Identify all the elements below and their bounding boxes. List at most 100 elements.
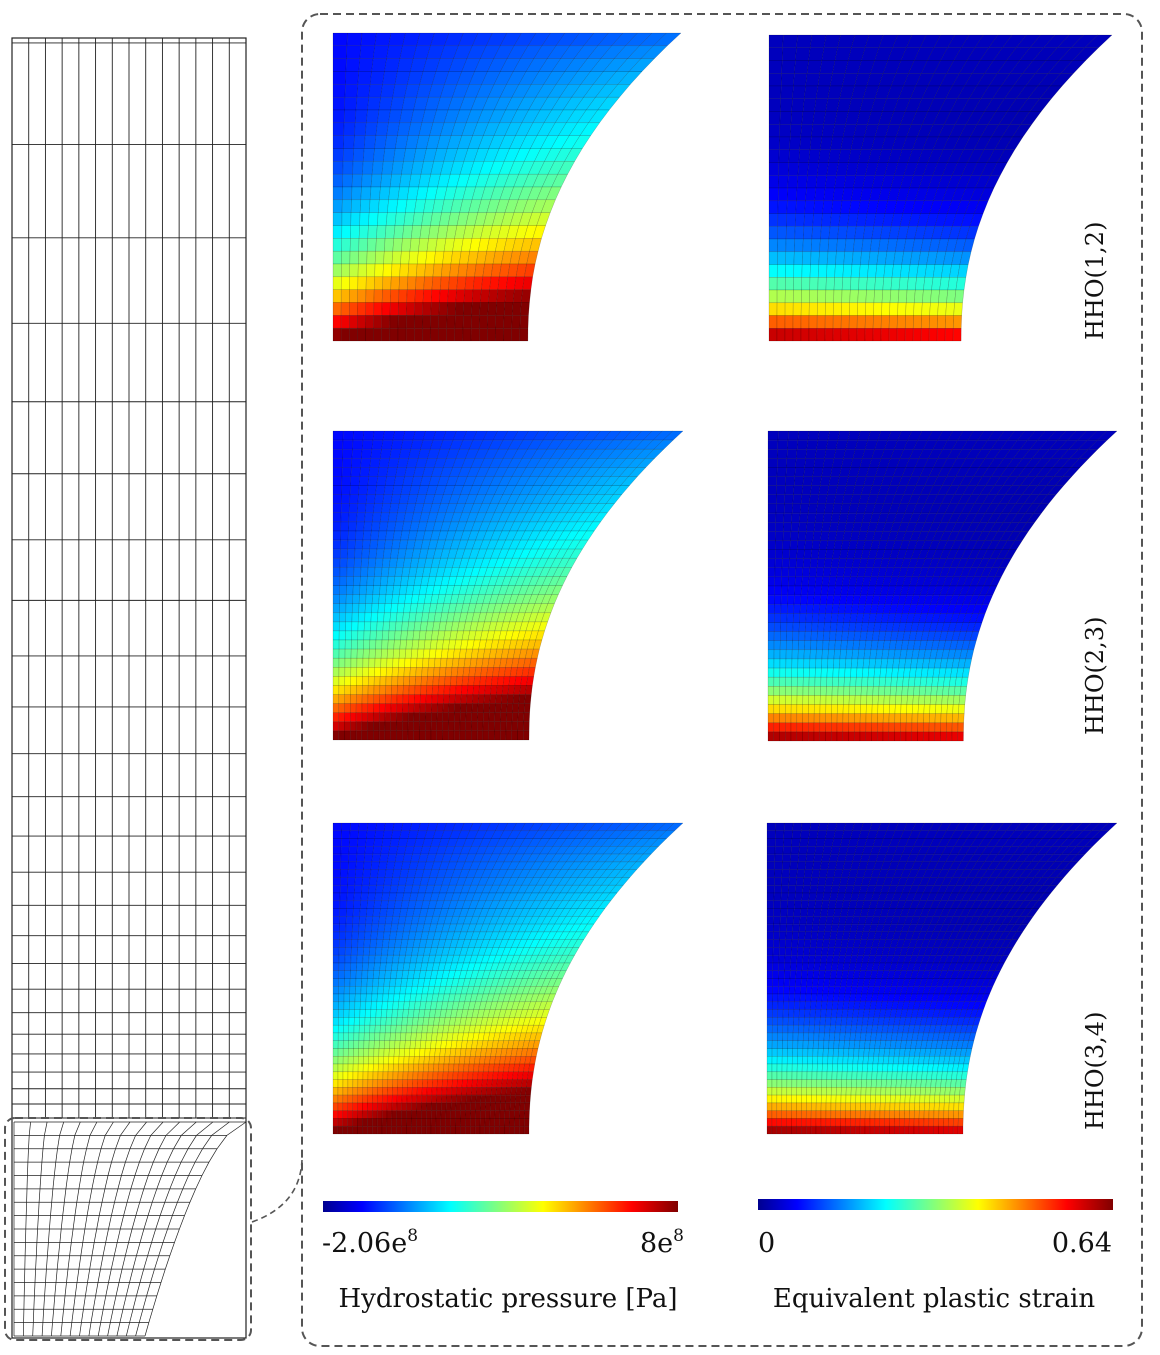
field-cell (803, 658, 811, 669)
mesh-line (144, 1121, 247, 1337)
field-cell (800, 302, 810, 316)
field-cell (381, 892, 391, 901)
field-cell (374, 1032, 381, 1041)
field-cell (767, 458, 778, 468)
field-cell (438, 676, 446, 686)
field-cell (337, 1087, 344, 1096)
field-cell (382, 993, 389, 1002)
field-cell (837, 226, 848, 240)
field-cell (859, 722, 867, 733)
field-cell (332, 612, 340, 623)
field-cell (390, 703, 398, 713)
field-cell (337, 1071, 344, 1080)
field-cell (379, 853, 389, 863)
field-cell (373, 730, 380, 741)
field-cell (352, 1087, 359, 1096)
field-cell (822, 200, 834, 214)
field-cell (332, 1025, 339, 1034)
field-cell (951, 731, 959, 742)
field-cell (446, 328, 456, 342)
field-cell (354, 539, 364, 550)
field-cell (341, 212, 352, 226)
field-cell (332, 302, 342, 316)
field-cell (440, 263, 452, 277)
field-cell (424, 730, 432, 741)
field-cell (848, 731, 855, 742)
field-cell (405, 1032, 412, 1041)
field-cell (408, 1056, 415, 1065)
field-cell (488, 712, 496, 722)
field-cell (342, 439, 354, 450)
field-cell (332, 861, 342, 870)
field-cell (368, 667, 375, 677)
field-cell (374, 32, 392, 46)
field-cell (393, 1048, 400, 1057)
field-cell (350, 955, 358, 964)
field-cell (882, 277, 893, 291)
field-cell (367, 1079, 374, 1088)
field-cell (364, 122, 378, 136)
field-cell (511, 712, 519, 722)
field-cell (367, 892, 376, 901)
field-cell (848, 722, 855, 733)
field-cell (924, 686, 932, 696)
field-cell (503, 315, 513, 329)
field-cell (524, 694, 532, 704)
field-cell (767, 549, 776, 559)
field-cell (806, 594, 815, 605)
field-cell (365, 289, 375, 303)
field-cell (366, 251, 376, 265)
field-cell (392, 658, 400, 668)
field-cell (375, 939, 384, 948)
field-cell (385, 676, 393, 686)
field-cell (332, 558, 341, 568)
field-cell (827, 658, 835, 669)
field-cell (402, 1063, 409, 1072)
field-cell (384, 721, 391, 732)
field-cell (358, 238, 369, 252)
field-cell (809, 649, 817, 660)
field-cell (798, 622, 807, 632)
field-cell (385, 1017, 393, 1026)
field-cell (912, 315, 922, 329)
field-cell (904, 328, 914, 342)
field-cell (856, 667, 864, 678)
field-cell (365, 594, 374, 604)
field-cell (808, 704, 815, 714)
field-cell (824, 613, 833, 623)
field-cell (815, 649, 823, 660)
field-cell (780, 85, 794, 99)
field-cell (382, 1079, 389, 1088)
field-cell (439, 667, 447, 677)
field-cell (357, 1056, 364, 1065)
field-cell (350, 947, 358, 956)
field-cell (790, 713, 797, 723)
field-cell (362, 1079, 369, 1088)
field-cell (332, 978, 339, 987)
field-cell (376, 877, 386, 886)
field-cell (416, 251, 428, 265)
field-cell (384, 712, 392, 722)
field-cell (477, 694, 485, 704)
field-cell (352, 1056, 359, 1065)
field-cell (406, 276, 417, 290)
field-cell (840, 328, 850, 342)
field-cell (391, 685, 398, 695)
field-cell (431, 276, 442, 290)
field-cell (348, 521, 357, 532)
field-cell (360, 458, 372, 468)
field-cell (356, 853, 366, 863)
field-cell (352, 1079, 359, 1088)
field-cell (825, 289, 835, 303)
field-cell (371, 439, 384, 450)
field-cell (777, 187, 788, 201)
field-cell (793, 251, 803, 265)
field-cell (367, 970, 375, 979)
field-cell (853, 731, 861, 742)
field-cell (836, 622, 844, 632)
zoom-region-box (4, 1117, 252, 1341)
field-cell (804, 85, 819, 99)
field-cell (431, 703, 438, 713)
field-cell (383, 1048, 390, 1057)
field-cell (332, 135, 344, 149)
